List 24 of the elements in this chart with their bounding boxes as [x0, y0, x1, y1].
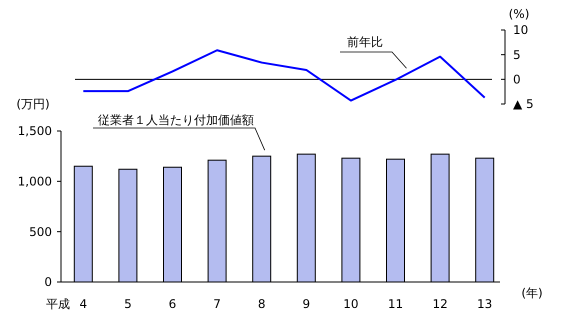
- text: 従業者１人当たり付加価値額: [98, 113, 254, 127]
- y-tick-label: 0: [513, 72, 521, 87]
- y-axis-title: (万円): [16, 97, 50, 111]
- x-tick-label: 4: [79, 297, 88, 311]
- text: 平成: [46, 297, 70, 311]
- text: 前年比: [347, 35, 383, 49]
- x-tick-label: 7: [213, 297, 221, 311]
- x-axis-title: (年): [521, 286, 543, 300]
- x-tick-label: 11: [388, 297, 404, 311]
- x-tick-label: 10: [343, 297, 359, 311]
- x-tick-label: 12: [432, 297, 448, 311]
- y-tick-label: 0: [44, 275, 52, 290]
- x-tick-label: 5: [124, 297, 132, 311]
- y-tick-label: 10: [513, 23, 528, 38]
- x-tick-label: 6: [168, 297, 176, 311]
- y-tick-label: 500: [29, 224, 52, 239]
- y-tick-label: 1,500: [18, 124, 52, 138]
- y-tick-label: 5: [513, 48, 521, 62]
- y-tick-label: 1,000: [18, 174, 52, 189]
- x-tick-label: 13: [477, 297, 492, 311]
- y-tick-label: ▲ 5: [513, 97, 534, 112]
- x-tick-label: 9: [302, 297, 310, 311]
- y-axis-title: (%): [508, 7, 530, 21]
- x-tick-label: 8: [258, 297, 266, 311]
